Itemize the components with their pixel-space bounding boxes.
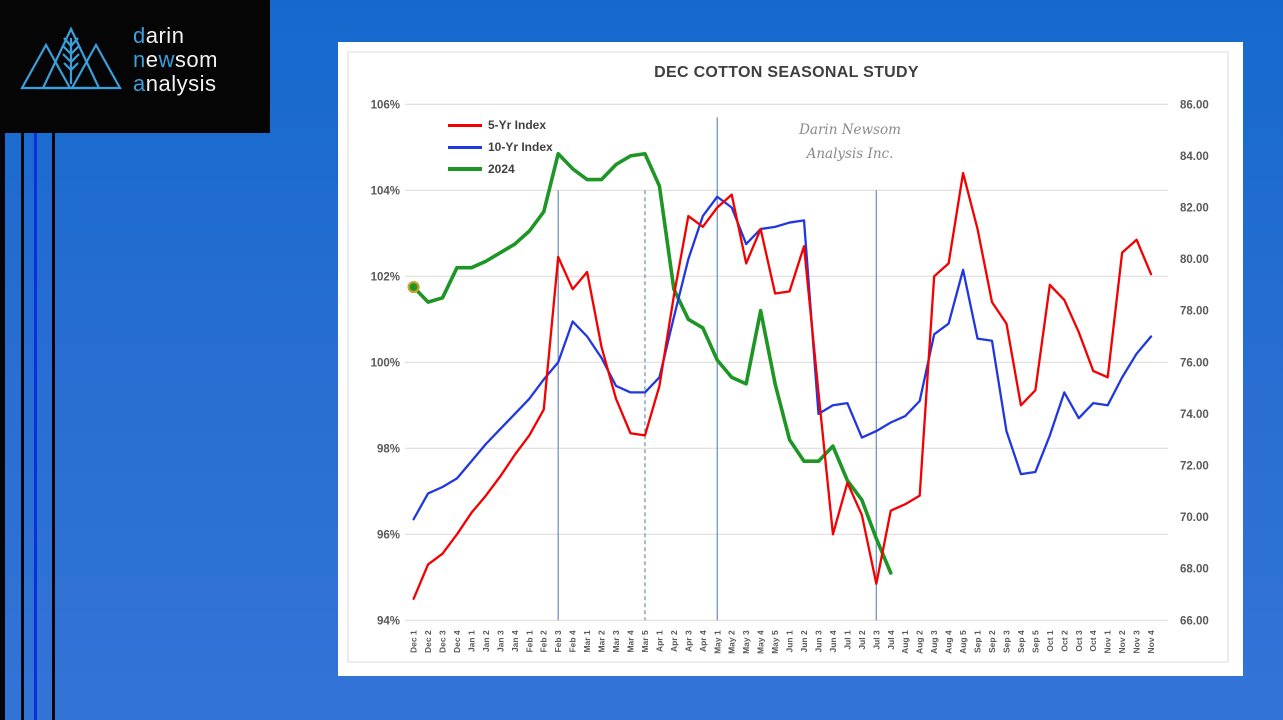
x-axis-tick: Nov 4: [1146, 630, 1156, 653]
brand-line-analysis: analysis: [133, 71, 217, 96]
x-axis-tick: Nov 3: [1132, 630, 1142, 653]
x-axis-tick: Oct 1: [1045, 630, 1055, 652]
brand-wordmark: darin newsom analysis: [133, 24, 218, 96]
x-axis-tick: Feb 4: [568, 630, 578, 652]
x-axis-tick: Nov 2: [1117, 630, 1127, 653]
x-axis-tick: Jan 4: [510, 630, 520, 652]
x-axis-tick: Sep 1: [973, 630, 983, 653]
x-axis-tick: Jan 2: [481, 630, 491, 652]
right-axis-tick: 76.00: [1180, 357, 1209, 369]
x-axis-tick: Jul 1: [842, 630, 852, 650]
brand-line-newsom: newsom: [133, 47, 218, 72]
right-axis-tick: 84.00: [1180, 151, 1209, 163]
x-axis-tick: Aug 5: [958, 630, 968, 654]
x-axis-tick: Aug 3: [929, 630, 939, 654]
x-axis-tick: Mar 1: [582, 630, 592, 652]
x-axis-tick: Apr 3: [683, 630, 693, 652]
x-axis-tick: Apr 1: [654, 630, 664, 652]
x-axis-tick: Mar 5: [640, 630, 650, 652]
x-axis-tick: Dec 1: [409, 630, 419, 653]
x-axis-tick: Aug 4: [944, 630, 954, 654]
x-axis-tick: Mar 4: [626, 630, 636, 652]
x-axis-tick: Feb 3: [553, 630, 563, 652]
right-axis-tick: 82.00: [1180, 203, 1209, 215]
mountains-wheat-icon: [20, 26, 122, 90]
legend-item-5yr: 5-Yr Index: [448, 114, 553, 136]
chart-panel: 106% 104% 102% 100% 98% 96% 94% 86.00 84.00 82.00…: [338, 42, 1243, 676]
x-axis-tick: Apr 4: [698, 630, 708, 652]
right-axis-tick: 72.00: [1180, 461, 1209, 473]
seasonal-study-chart: 106% 104% 102% 100% 98% 96% 94% 86.00 84.00 82.00…: [347, 51, 1229, 663]
x-axis-tick: Oct 4: [1088, 630, 1098, 652]
x-axis-tick: Jun 2: [799, 630, 809, 652]
x-axis-tick: Sep 3: [1001, 630, 1011, 653]
left-axis-tick: 96%: [377, 529, 400, 541]
x-axis-tick: May 2: [727, 630, 737, 654]
right-axis-tick: 70.00: [1180, 512, 1209, 524]
right-axis-tick: 78.00: [1180, 306, 1209, 318]
decorative-stripe: [0, 133, 5, 720]
legend-swatch-5yr-icon: [448, 123, 482, 127]
x-axis-tick: May 4: [756, 630, 766, 654]
series-start-dot: [407, 280, 420, 294]
x-axis-tick: Dec 2: [423, 630, 433, 653]
decorative-stripe: [52, 133, 55, 720]
x-axis-tick: Dec 3: [438, 630, 448, 653]
brand-logo: darin newsom analysis: [0, 0, 270, 133]
x-axis-tick: Jan 3: [495, 630, 505, 652]
right-axis-tick: 66.00: [1180, 615, 1209, 627]
left-axis-tick: 102%: [371, 271, 400, 283]
x-axis-tick: May 3: [741, 630, 751, 654]
left-axis-tick: 94%: [377, 615, 400, 627]
x-axis-tick: Mar 3: [611, 630, 621, 652]
x-axis-tick: Sep 5: [1030, 630, 1040, 653]
x-axis-tick: Jan 1: [466, 630, 476, 652]
series-line-5yr-index: [412, 171, 1153, 600]
x-axis-tick: Jun 4: [828, 630, 838, 652]
x-axis-tick: Jul 4: [886, 630, 896, 650]
left-axis-tick: 100%: [371, 357, 400, 369]
left-axis-tick: 106%: [371, 99, 400, 111]
legend-item-10yr: 10-Yr Index: [448, 136, 553, 158]
right-axis-tick: 68.00: [1180, 564, 1209, 576]
x-axis-tick: Nov 1: [1103, 630, 1113, 653]
left-axis-tick: 104%: [371, 185, 400, 197]
right-axis-tick: 80.00: [1180, 254, 1209, 266]
x-axis-tick: Jun 1: [785, 630, 795, 652]
x-axis-tick: Jul 3: [871, 630, 881, 650]
x-axis-tick: Sep 4: [1016, 630, 1026, 653]
decorative-stripe: [21, 133, 24, 720]
x-axis-tick: Oct 2: [1059, 630, 1069, 652]
chart-legend: 5-Yr Index 10-Yr Index 2024: [448, 114, 553, 180]
x-axis-tick: Oct 3: [1074, 630, 1084, 652]
decorative-stripe: [34, 133, 37, 720]
series-line-10yr-index: [412, 195, 1153, 521]
x-axis-tick: Feb 1: [524, 630, 534, 652]
x-axis-tick: Apr 2: [669, 630, 679, 652]
right-axis-tick: 74.00: [1180, 409, 1209, 421]
x-axis-tick: May 1: [712, 630, 722, 654]
x-axis-tick: Aug 2: [915, 630, 925, 654]
x-axis-tick: Sep 2: [987, 630, 997, 653]
x-axis-tick: Jul 2: [857, 630, 867, 650]
brand-line-darin: darin: [133, 23, 185, 48]
series-line-2024: [411, 151, 893, 575]
x-axis-tick: Feb 2: [539, 630, 549, 652]
legend-swatch-10yr-icon: [448, 145, 482, 149]
x-axis-tick: Aug 1: [900, 630, 910, 654]
x-axis-tick: Mar 2: [597, 630, 607, 652]
legend-swatch-2024-icon: [448, 167, 482, 171]
x-axis-tick: Jun 3: [813, 630, 823, 652]
watermark: Darin Newsom Analysis Inc.: [799, 122, 901, 162]
chart-title: DEC COTTON SEASONAL STUDY: [654, 64, 919, 81]
x-axis-tick: May 5: [770, 630, 780, 654]
legend-item-2024: 2024: [448, 158, 553, 180]
x-axis-tick: Dec 4: [452, 630, 462, 653]
chart-border: [347, 51, 1229, 663]
left-axis-tick: 98%: [377, 443, 400, 455]
right-axis-tick: 86.00: [1180, 99, 1209, 111]
